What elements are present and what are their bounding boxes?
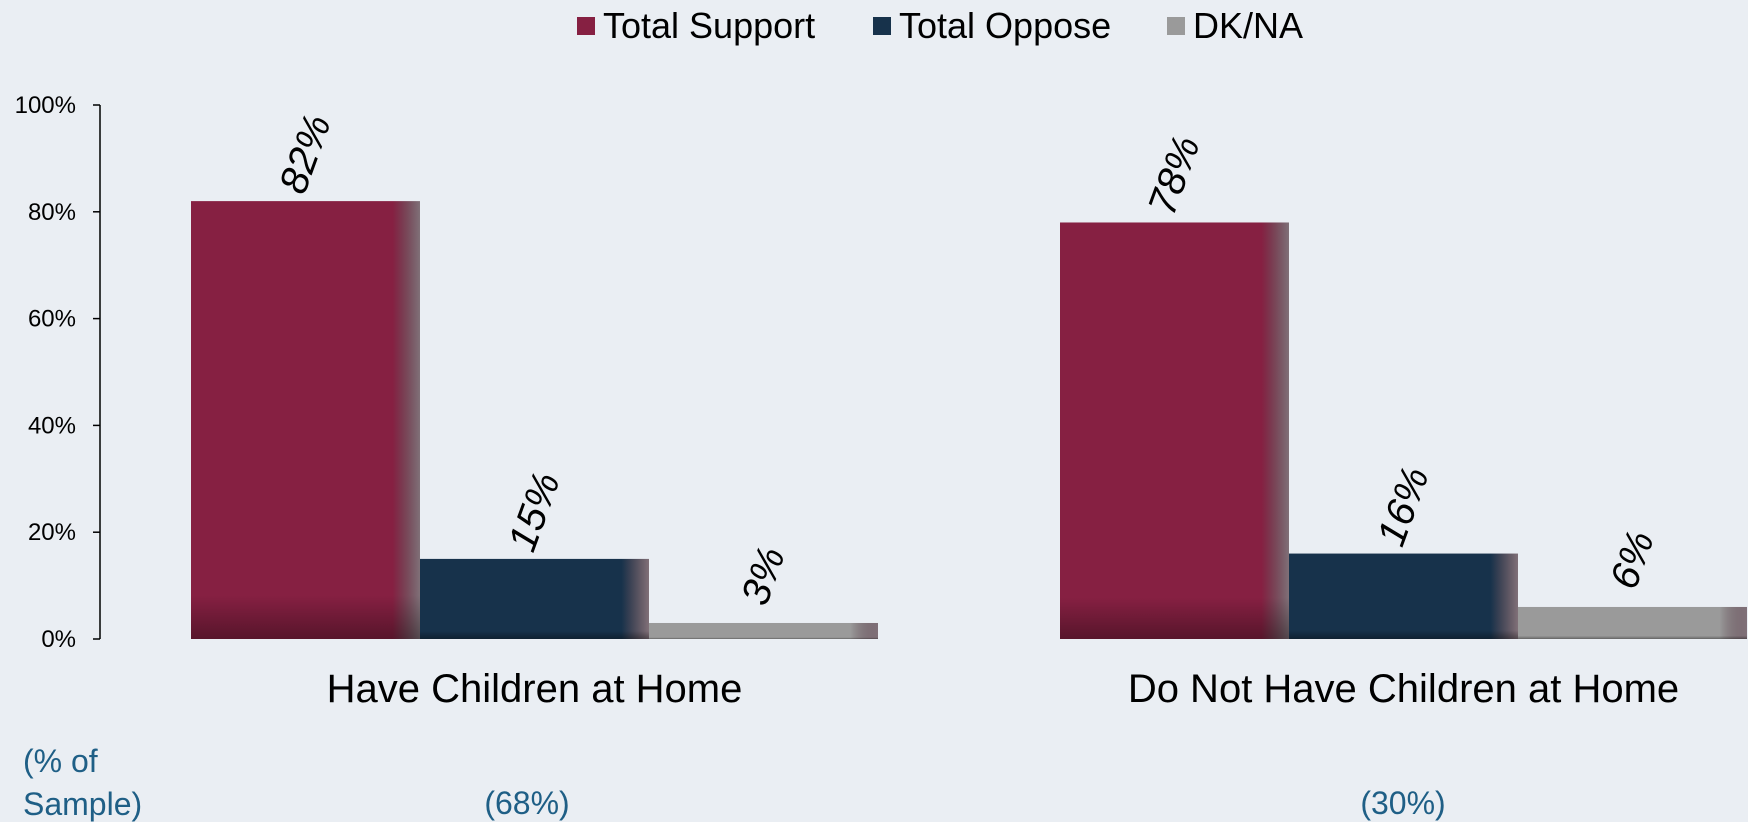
bar-shade xyxy=(191,201,420,639)
data-label: 6% xyxy=(1602,525,1663,594)
bar-shade xyxy=(420,558,649,639)
data-label: 78% xyxy=(1140,130,1209,220)
data-labels: 82% 15% 3% 78% 16% 6% xyxy=(271,109,1663,611)
bars xyxy=(191,201,1747,640)
data-label: 82% xyxy=(271,109,340,199)
y-axis: 0% 20% 40% 60% 80% 100% xyxy=(15,92,101,653)
data-label: 16% xyxy=(1369,461,1438,551)
category-label: Do Not Have Children at Home xyxy=(1128,667,1679,711)
bar-shade xyxy=(1518,606,1747,639)
bar-shade xyxy=(1289,553,1518,639)
bar-shade xyxy=(1060,222,1289,640)
legend-swatch xyxy=(873,17,891,35)
sample-value: (68%) xyxy=(484,785,569,821)
bar-shade xyxy=(649,622,878,639)
sample-label: (% of Sample) xyxy=(23,743,142,822)
legend-swatch xyxy=(577,17,595,35)
legend-label: Total Support xyxy=(603,5,815,46)
sample-row: (% of Sample) (68%) (30%) xyxy=(23,743,1446,822)
sample-value: (30%) xyxy=(1360,785,1445,821)
y-tick-label: 60% xyxy=(28,306,76,333)
category-label: Have Children at Home xyxy=(327,667,743,711)
y-tick-label: 80% xyxy=(28,199,76,226)
legend-item: Total Support xyxy=(577,5,815,46)
legend-item: DK/NA xyxy=(1167,5,1303,46)
category-labels: Have Children at Home Do Not Have Childre… xyxy=(327,667,1680,711)
data-label: 15% xyxy=(500,467,569,557)
data-label: 3% xyxy=(733,541,794,610)
y-tick-label: 20% xyxy=(28,519,76,546)
y-tick-label: 100% xyxy=(15,92,76,119)
legend-label: Total Oppose xyxy=(899,5,1111,46)
y-tick-label: 0% xyxy=(41,626,76,653)
legend-label: DK/NA xyxy=(1193,5,1303,46)
legend-swatch xyxy=(1167,17,1185,35)
legend-item: Total Oppose xyxy=(873,5,1111,46)
legend: Total Support Total Oppose DK/NA xyxy=(577,5,1303,46)
y-tick-label: 40% xyxy=(28,412,76,439)
